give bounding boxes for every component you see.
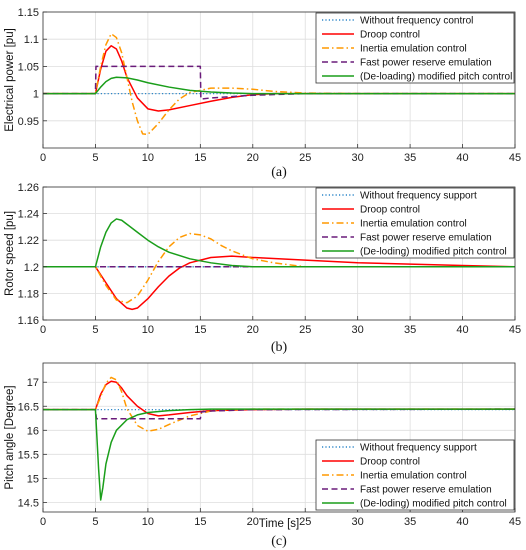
x-tick-label: 40 [456, 152, 468, 164]
legend: Without frequency support Droop control In… [315, 439, 515, 511]
legend-label-2: Droop control [360, 457, 420, 468]
y-tick-label: 1.1 [24, 34, 39, 46]
x-tick-label: 30 [352, 516, 364, 528]
panel-caption: (a) [271, 165, 287, 180]
series-group [43, 376, 515, 501]
series-line-5 [43, 218, 515, 268]
panel-a: 0 5 10 15 20 25 30 35 40 45 0.95 1 1.05 1.1 1.15Electr… [4, 7, 521, 180]
x-tick-label: 25 [299, 152, 311, 164]
legend-label-3: Inertia emulation control [360, 219, 467, 230]
x-tick-label: 10 [142, 324, 154, 336]
y-axis-label: Electrical power [pu] [4, 28, 16, 132]
x-tick-label: 10 [142, 516, 154, 528]
series-line-5 [43, 408, 515, 501]
axes-box [42, 362, 516, 513]
legend-label-1: Without frequency support [360, 191, 477, 202]
y-tick-label: 14.5 [18, 497, 39, 509]
x-tick-label: 45 [509, 516, 521, 528]
x-tick-label: 5 [92, 152, 98, 164]
x-axis-label: Time [s] [259, 518, 299, 530]
x-tick-label: 45 [509, 152, 521, 164]
legend-label-1: Without frequency support [360, 443, 477, 454]
y-tick-label: 1.24 [18, 209, 39, 221]
legend-label-3: Inertia emulation control [360, 471, 467, 482]
y-tick-label: 1.26 [18, 182, 39, 194]
legend-label-4: Fast power reserve emulation [360, 233, 492, 244]
y-tick-label: 1.16 [18, 315, 39, 327]
x-tick-label: 30 [352, 152, 364, 164]
y-tick-label: 0.95 [18, 116, 39, 128]
x-tick-label: 30 [352, 324, 364, 336]
y-axis-label: Rotor speed [pu] [4, 211, 16, 296]
y-tick-label: 16.5 [18, 401, 39, 413]
y-tick-label: 1.15 [18, 7, 39, 19]
legend-label-1: Without frequency control [360, 16, 473, 27]
series-line-5 [43, 76, 515, 95]
panel-c: 0 5 10 15 20 25 30 35 40 45 14.5 15 15.5 16 16.5 17 Pitc… [4, 362, 521, 549]
y-tick-label: 1.22 [18, 235, 39, 247]
legend-label-2: Droop control [360, 205, 420, 216]
y-tick-label: 15.5 [18, 449, 39, 461]
legend-label-5: (De-loding) modified pitch control [360, 499, 507, 510]
y-tick-label: 1.2 [24, 262, 39, 274]
axes-box [42, 186, 516, 321]
legend-label-4: Fast power reserve emulation [360, 485, 492, 496]
x-tick-label: 35 [404, 516, 416, 528]
legend-box [315, 439, 515, 511]
x-tick-label: 0 [40, 324, 46, 336]
x-tick-label: 25 [299, 324, 311, 336]
x-tick-label: 40 [456, 516, 468, 528]
x-tick-label: 25 [299, 516, 311, 528]
legend-label-3: Inertia emulation control [360, 44, 467, 55]
series-line-3 [43, 232, 515, 304]
x-tick-label: 5 [92, 324, 98, 336]
x-tick-label: 5 [92, 516, 98, 528]
x-tick-label: 0 [40, 516, 46, 528]
x-tick-label: 15 [194, 324, 206, 336]
x-tick-label: 0 [40, 152, 46, 164]
legend-box [315, 187, 515, 259]
x-tick-label: 35 [404, 152, 416, 164]
legend: Without frequency control Droop control In… [315, 12, 515, 84]
x-tick-label: 35 [404, 324, 416, 336]
series-line-4 [43, 65, 515, 100]
x-tick-label: 20 [247, 516, 259, 528]
series-group [43, 218, 515, 311]
y-tick-label: 1.05 [18, 61, 39, 73]
legend: Without frequency support Droop control In… [315, 187, 515, 259]
y-tick-label: 15 [27, 473, 39, 485]
series-group [43, 33, 515, 136]
y-tick-label: 17 [27, 377, 39, 389]
y-tick-label: 1.18 [18, 288, 39, 300]
legend-label-5: (De-loding) modified pitch control [360, 247, 507, 258]
legend-label-4: Fast power reserve emulation [360, 58, 492, 69]
x-tick-label: 15 [194, 152, 206, 164]
panel-caption: (c) [271, 534, 287, 549]
x-tick-label: 15 [194, 516, 206, 528]
y-axis-label: Pitch angle [Degree] [4, 385, 16, 489]
legend-label-2: Droop control [360, 30, 420, 41]
legend-label-5: (De-loading) modified pitch control [360, 72, 512, 83]
legend-box [315, 12, 515, 84]
y-tick-label: 16 [27, 425, 39, 437]
panel-caption: (b) [271, 340, 288, 355]
x-tick-label: 20 [247, 152, 259, 164]
x-tick-label: 20 [247, 324, 259, 336]
x-tick-label: 10 [142, 152, 154, 164]
x-tick-label: 40 [456, 324, 468, 336]
y-tick-label: 1 [33, 89, 39, 101]
x-tick-label: 45 [509, 324, 521, 336]
panel-b: 0 5 10 15 20 25 30 35 40 45 1.16 1.18 1.2 1.22 1.24 1.2… [4, 182, 521, 355]
axes-box [42, 11, 516, 149]
